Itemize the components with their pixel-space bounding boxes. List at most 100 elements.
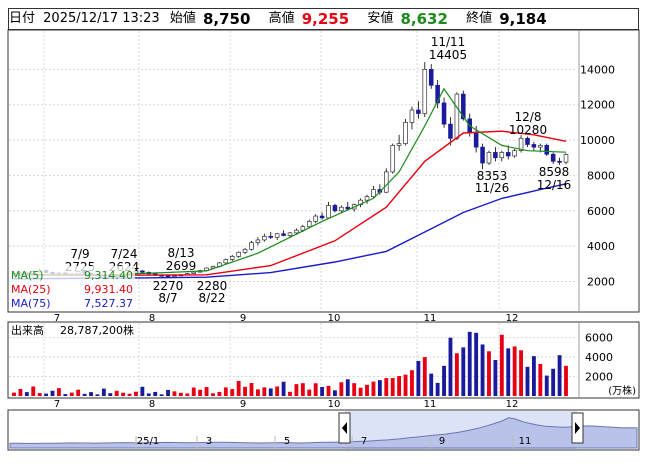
annotation-value: 8353 (477, 169, 508, 183)
volume-bar (140, 386, 145, 396)
candle-body (428, 69, 434, 86)
volume-bar (493, 360, 498, 396)
annotation-date: 8/7 (158, 291, 177, 305)
volume-bar (76, 389, 81, 396)
annotation-value: 2270 (153, 279, 184, 293)
legend-ma75-value: 7,527.37 (84, 297, 133, 310)
high-value: 9,255 (301, 10, 350, 28)
volume-bar (512, 346, 517, 396)
candle-body (531, 144, 537, 148)
volume-bar (12, 392, 16, 396)
volume-x-axis: 7 8 9 10 11 12 (54, 399, 519, 410)
candle-body (332, 205, 338, 212)
candle-body (525, 137, 530, 145)
volume-bar (223, 387, 228, 396)
candle-body (403, 122, 408, 144)
volume-bar (454, 353, 459, 396)
volume-bar (236, 380, 241, 396)
date-label: 日付 (9, 11, 36, 26)
candle-body (319, 215, 325, 219)
volume-bar (230, 389, 235, 396)
candle-body (493, 152, 498, 159)
candle-body (300, 226, 306, 231)
volume-bar (474, 332, 479, 396)
legend-ma25-label: MA(25) (11, 283, 51, 296)
candle-body (396, 143, 402, 146)
volume-bar (249, 382, 254, 396)
candle-body (390, 145, 395, 173)
candle-body (262, 236, 267, 241)
volume-bar (288, 391, 292, 396)
price-y-tick: 10000 (580, 134, 615, 147)
candle-body (512, 150, 517, 157)
price-x-tick: 8 (149, 313, 155, 324)
quote-bar: 日付 2025/12/17 13:23 始値 8,750 高値 9,255 安値… (8, 8, 639, 30)
navigator-tick-label: 7 (361, 436, 367, 447)
candle-body (274, 233, 280, 238)
volume-bar (121, 392, 126, 396)
volume-bar (281, 381, 286, 396)
volume-bar (544, 375, 549, 396)
legend-ma5-value: 9,314.40 (84, 269, 133, 282)
candle-body (223, 259, 229, 264)
candle-body (236, 251, 241, 257)
volume-bar (307, 389, 312, 396)
price-y-tick: 8000 (587, 169, 615, 182)
volume-x-tick: 10 (328, 399, 341, 410)
ma75-line (13, 183, 567, 280)
candle-body (486, 152, 492, 164)
date-value: 2025/12/17 13:23 (43, 11, 160, 26)
candle-body (441, 102, 447, 125)
volume-bar (255, 389, 260, 396)
volume-x-tick: 12 (506, 399, 519, 410)
candle-body (538, 145, 543, 148)
volume-bar (435, 382, 440, 396)
navigator-tick-label: 5 (284, 436, 290, 447)
candle-body (313, 215, 318, 222)
annotation-value: 2699 (166, 259, 197, 273)
candle-body (461, 93, 466, 120)
annotation-date: 12/16 (537, 178, 572, 192)
volume-x-tick: 11 (424, 399, 437, 410)
volume-bar (525, 366, 530, 396)
volume-bar (172, 391, 177, 396)
annotation-date: 11/26 (475, 181, 510, 195)
volume-bar (384, 378, 389, 396)
candle-body (422, 69, 428, 114)
price-y-tick: 4000 (587, 240, 615, 253)
high-label: 高値 (268, 11, 295, 26)
candle-body (544, 145, 550, 155)
annotation-date: 8/13 (168, 246, 195, 260)
volume-x-tick: 9 (240, 399, 246, 410)
candle-body (268, 236, 274, 238)
candle-body (563, 154, 569, 163)
volume-y-tick: 6000 (585, 332, 613, 345)
candle-body (448, 123, 453, 139)
volume-bar (101, 388, 106, 396)
candle-body (294, 229, 299, 234)
volume-bar (69, 392, 74, 396)
navigator-area (9, 417, 638, 449)
volume-bar (185, 393, 190, 396)
candle-body (473, 132, 479, 148)
volume-bar (467, 331, 472, 396)
legend-ma5-label: MA(5) (11, 269, 44, 282)
candle-body (210, 266, 216, 269)
volume-bar (422, 357, 427, 396)
annotation-value: 8598 (539, 165, 570, 179)
open-value: 8,750 (202, 10, 251, 28)
close-value: 9,184 (499, 10, 547, 28)
volume-bar (243, 386, 247, 396)
volume-bar (519, 350, 523, 396)
volume-x-tick: 8 (149, 399, 155, 410)
ma5-line (13, 87, 567, 276)
navigator-left-handle[interactable] (338, 412, 351, 444)
legend-background (10, 266, 135, 308)
volume-bar (442, 365, 446, 396)
annotation-date: 12/8 (515, 110, 542, 124)
volume-bar (204, 387, 209, 396)
volume-bar (345, 379, 350, 396)
volume-bar (480, 344, 485, 396)
navigator-right-handle[interactable] (571, 412, 584, 444)
